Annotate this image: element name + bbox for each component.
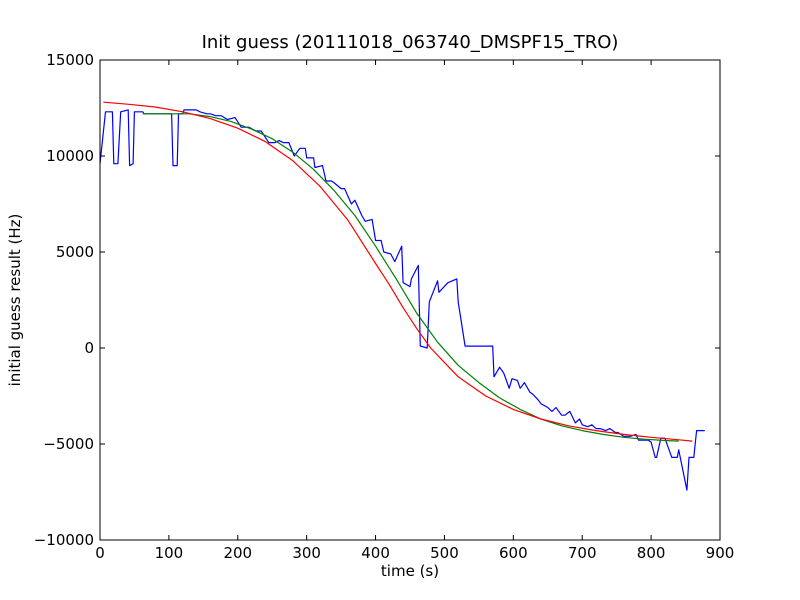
y-tick-label: 10000 [46, 147, 94, 165]
x-tick-label: 200 [223, 544, 252, 562]
y-axis-label: initial guess result (Hz) [6, 214, 24, 387]
y-tick-label: 5000 [56, 243, 94, 261]
y-tick-label: −5000 [43, 435, 94, 453]
y-tick-label: 0 [84, 339, 94, 357]
x-tick-label: 400 [361, 544, 390, 562]
series-line-2 [142, 113, 679, 442]
x-tick-label: 300 [292, 544, 321, 562]
x-axis-label: time (s) [381, 562, 439, 580]
x-tick-label: 500 [430, 544, 459, 562]
series-line-1 [99, 109, 705, 491]
plot-frame [99, 59, 721, 541]
x-tick-label: 700 [568, 544, 597, 562]
chart-title: Init guess (20111018_063740_DMSPF15_TRO) [202, 32, 619, 53]
x-tick-label: 600 [499, 544, 528, 562]
series-layer [99, 101, 705, 491]
y-tick-label: −10000 [34, 531, 94, 549]
ticks-layer: 0 100 200 300 400 500 600 700 800 900 −10000 −5000 0… [34, 51, 735, 562]
x-tick-label: 900 [706, 544, 735, 562]
x-tick-label: 100 [155, 544, 184, 562]
plot-area [100, 60, 720, 540]
series-line-3 [103, 101, 693, 442]
x-tick-label: 0 [95, 544, 105, 562]
y-tick-label: 15000 [46, 51, 94, 69]
x-tick-label: 800 [637, 544, 666, 562]
